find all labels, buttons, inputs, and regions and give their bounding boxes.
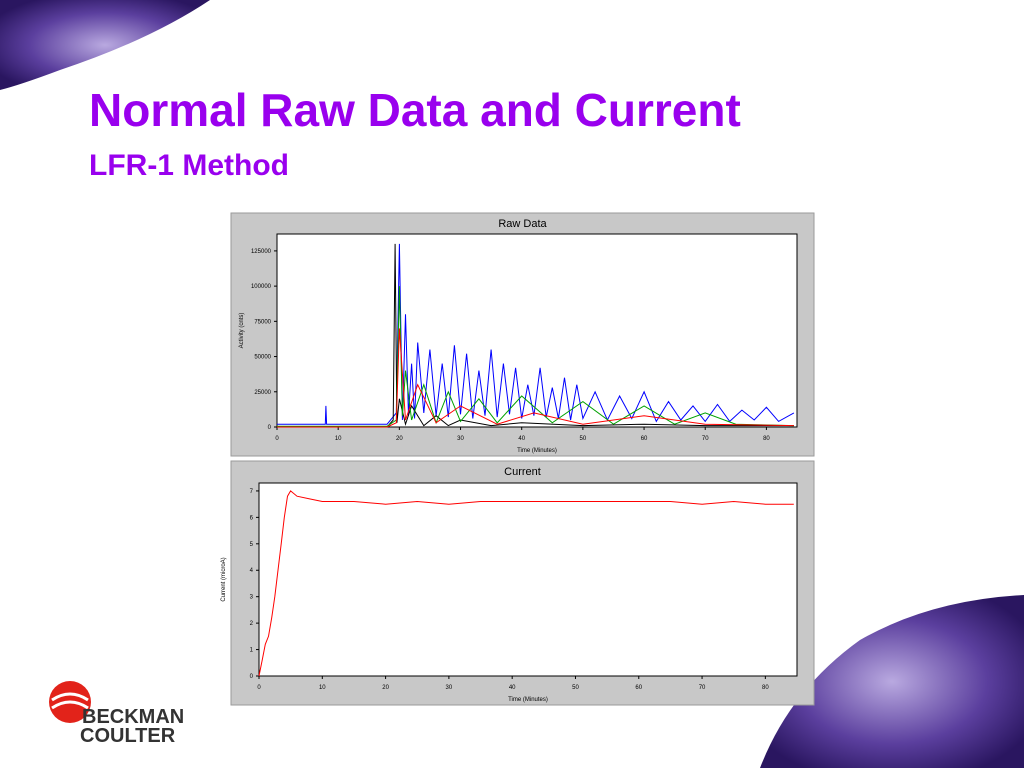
y-axis-label: Current (microA): [221, 557, 227, 601]
x-tick-label: 0: [275, 436, 279, 442]
data-line: [277, 243, 795, 425]
x-tick-label: 10: [319, 685, 326, 691]
y-tick-label: 50000: [254, 355, 271, 361]
plot-area: [276, 233, 798, 428]
data-line: [258, 490, 794, 677]
y-tick-label: 125000: [251, 249, 272, 255]
y-tick-label: 3: [250, 595, 254, 601]
y-tick-label: 0: [250, 674, 254, 680]
data-line: [277, 328, 794, 428]
y-tick-label: 6: [250, 515, 254, 521]
y-tick-label: 1: [250, 648, 254, 654]
y-axis-label: Activity (cnts): [239, 313, 245, 349]
logo-swirl: [51, 692, 89, 710]
y-tick-label: 4: [250, 568, 254, 574]
x-tick-label: 0: [257, 685, 261, 691]
plot-area: [258, 482, 798, 677]
x-tick-label: 40: [518, 436, 525, 442]
corner-decoration: [760, 595, 1024, 768]
x-tick-label: 60: [641, 436, 648, 442]
y-tick-label: 0: [268, 425, 272, 431]
x-tick-label: 80: [763, 436, 770, 442]
corner-decoration: [0, 0, 210, 90]
y-tick-label: 2: [250, 621, 254, 627]
x-axis-label: Time (Minutes): [517, 448, 557, 454]
x-tick-label: 40: [509, 685, 516, 691]
x-tick-label: 30: [446, 685, 453, 691]
x-tick-label: 70: [702, 436, 709, 442]
x-tick-label: 20: [382, 685, 389, 691]
y-tick-label: 100000: [251, 284, 272, 290]
chart-title: Raw Data: [498, 218, 547, 230]
x-tick-label: 50: [580, 436, 587, 442]
x-tick-label: 50: [572, 685, 579, 691]
x-tick-label: 30: [457, 436, 464, 442]
x-tick-label: 60: [635, 685, 642, 691]
slide-subtitle: LFR-1 Method: [89, 149, 289, 182]
x-tick-label: 80: [762, 685, 769, 691]
x-tick-label: 20: [396, 436, 403, 442]
logo: BECKMAN COULTER: [49, 681, 184, 747]
y-tick-label: 7: [250, 489, 254, 495]
x-tick-label: 70: [699, 685, 706, 691]
y-tick-label: 5: [250, 542, 254, 548]
y-tick-label: 25000: [254, 390, 271, 396]
data-line: [277, 243, 794, 428]
chart-title: Current: [504, 466, 541, 478]
x-axis-label: Time (Minutes): [508, 697, 548, 703]
y-tick-label: 75000: [254, 319, 271, 325]
x-tick-label: 10: [335, 436, 342, 442]
slide-title: Normal Raw Data and Current: [89, 84, 741, 136]
logo-text: COULTER: [80, 725, 176, 747]
logo-text: BECKMAN: [82, 706, 184, 728]
